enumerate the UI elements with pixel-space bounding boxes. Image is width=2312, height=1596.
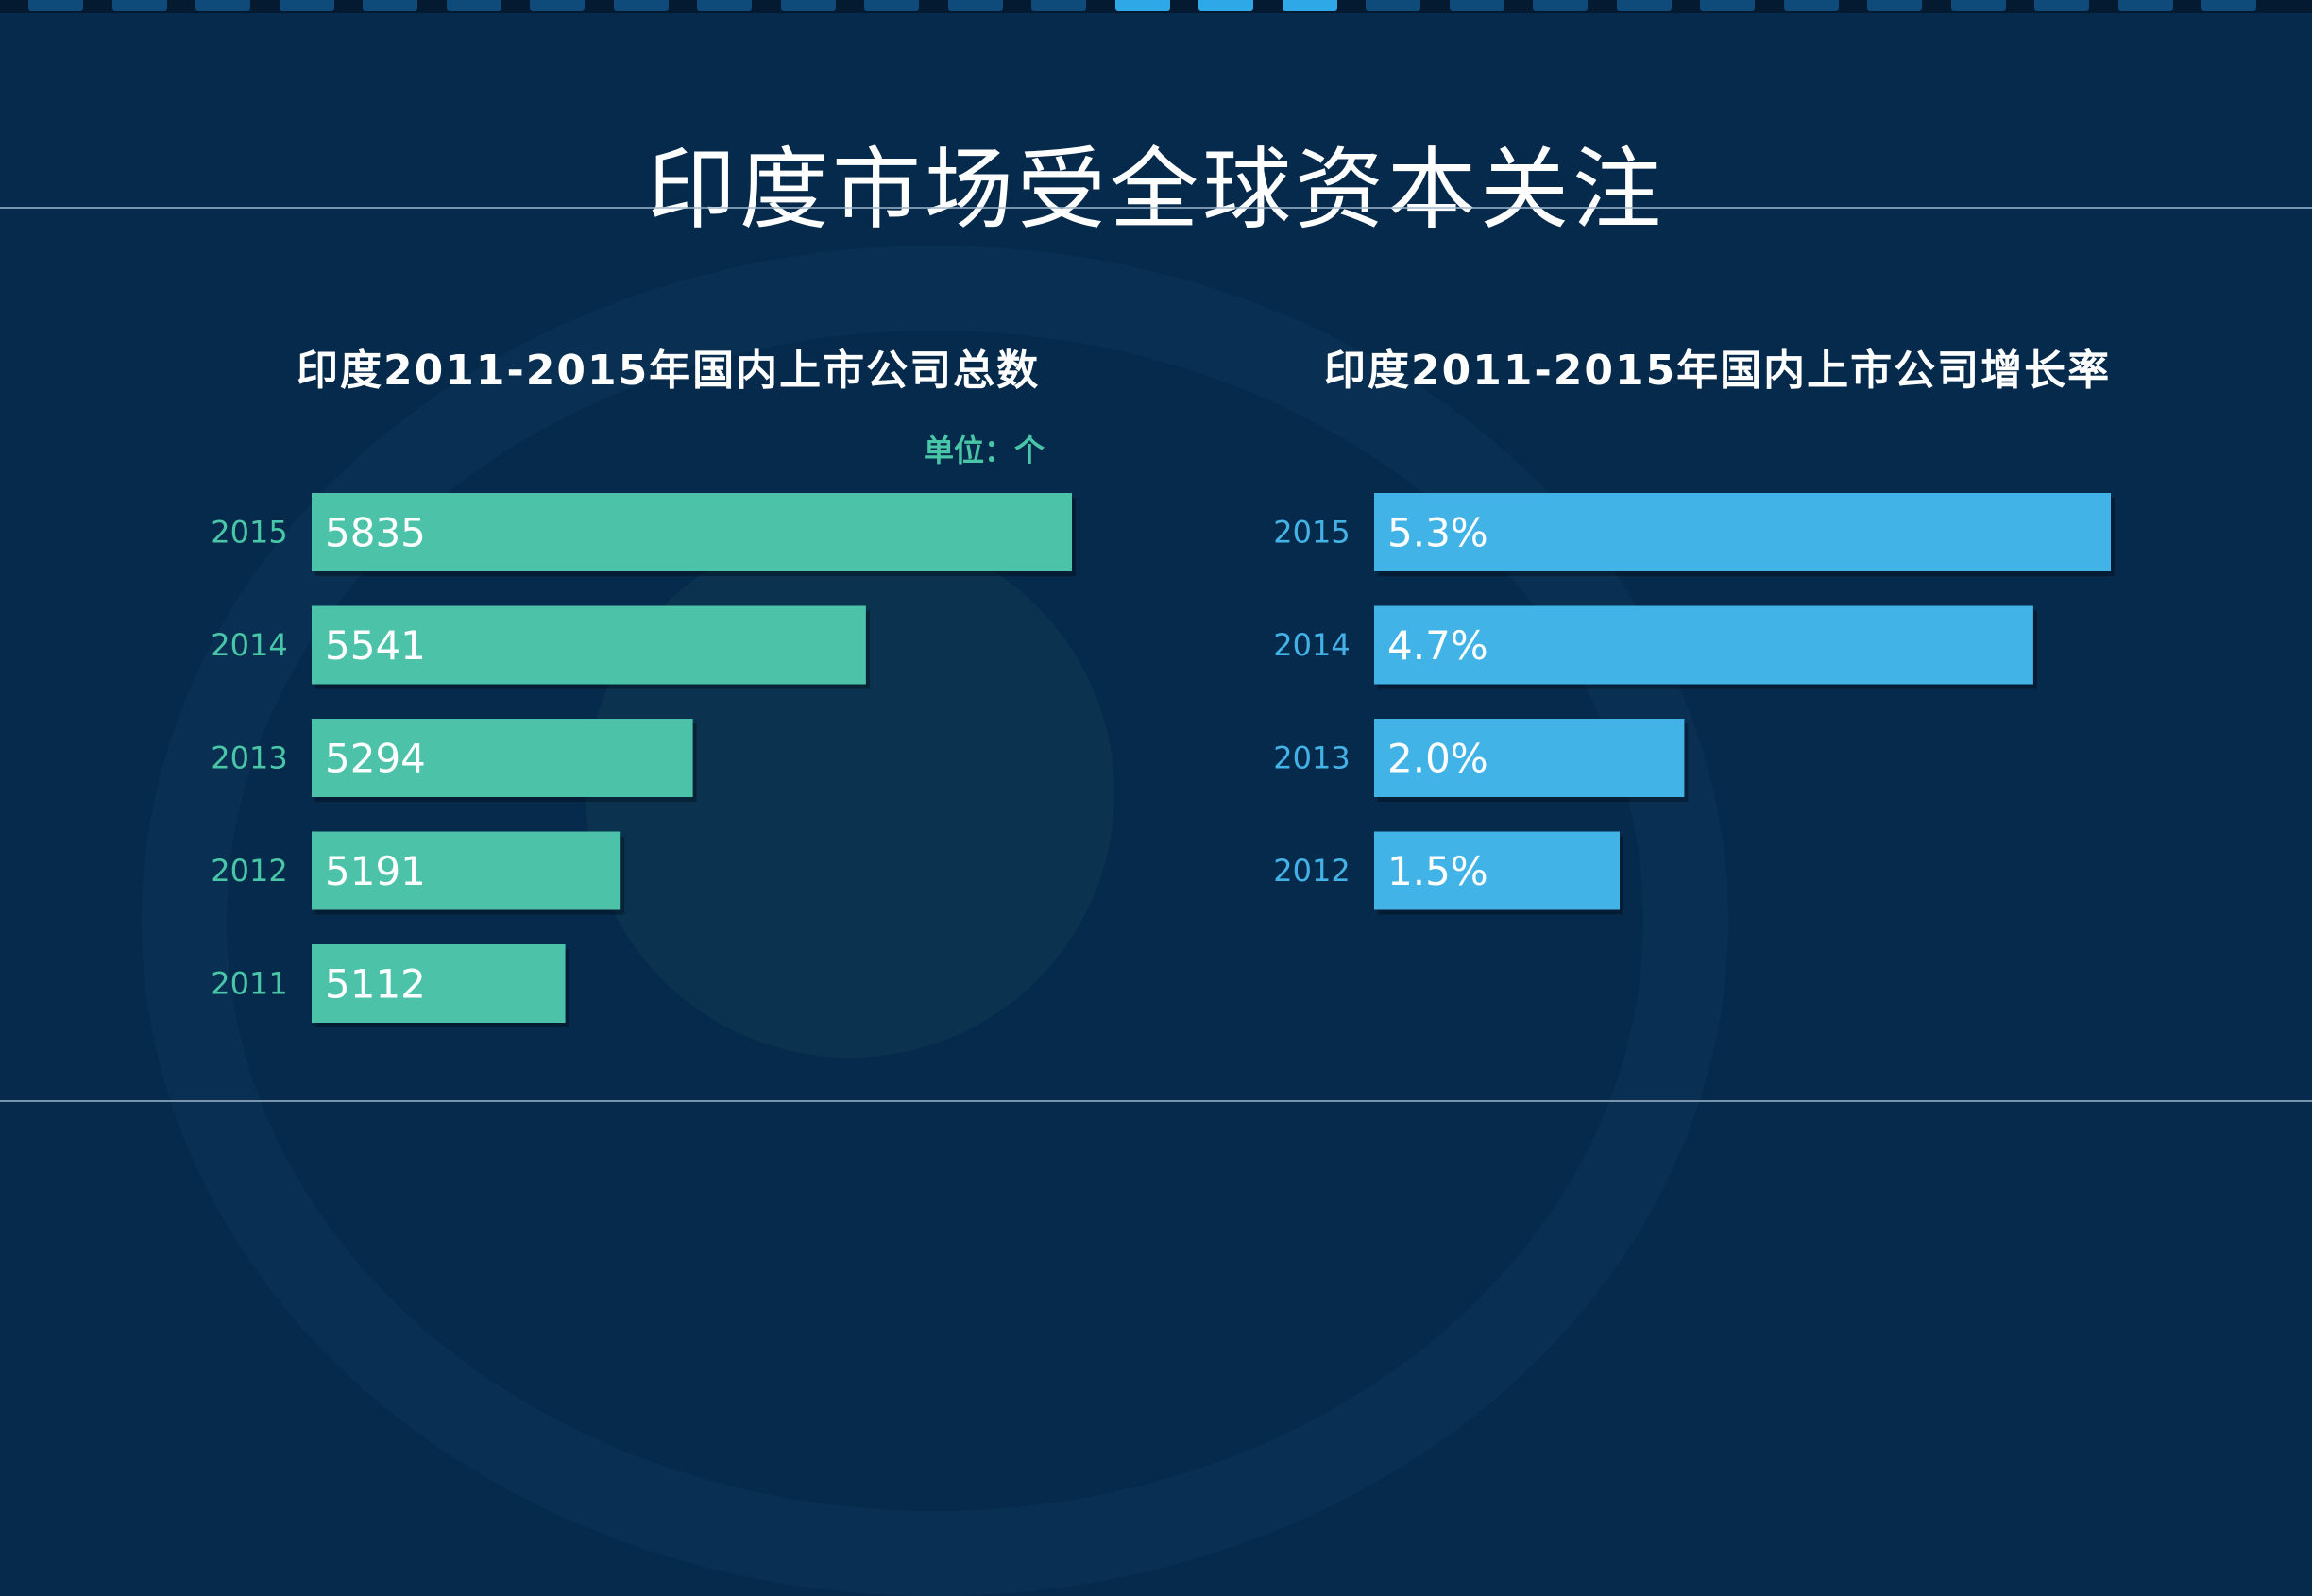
strip-cell — [530, 0, 585, 11]
strip-cell — [2202, 0, 2256, 11]
strip-cell — [613, 0, 669, 11]
strip-cell — [864, 0, 919, 11]
category-label-2011: 2011 — [211, 966, 287, 1002]
value-label-2012: 5191 — [325, 848, 426, 894]
strip-cell — [279, 0, 334, 11]
bar-2014 — [312, 605, 866, 685]
strip-cell — [1616, 0, 1672, 11]
bar-2012 — [312, 831, 621, 910]
category-label-2014: 2014 — [211, 627, 287, 663]
divider-top — [0, 207, 2312, 209]
value-label-2015: 5835 — [325, 510, 426, 556]
category-label-2013: 2013 — [1273, 740, 1350, 776]
divider-bottom — [0, 1100, 2312, 1102]
value-label-2014: 5541 — [325, 622, 426, 669]
decorative-top-strip — [0, 0, 2312, 13]
strip-cell — [1700, 0, 1755, 11]
strip-cell — [697, 0, 752, 11]
value-label-2013: 5294 — [325, 736, 426, 782]
left-chart-unit: 单位：个 — [924, 433, 1046, 468]
strip-cell — [1449, 0, 1504, 11]
category-label-2014: 2014 — [1273, 627, 1350, 663]
bar-2014 — [1374, 605, 2033, 685]
strip-cell — [111, 0, 167, 11]
strip-cell — [1031, 0, 1086, 11]
strip-cell — [1867, 0, 1922, 11]
strip-cell — [1198, 0, 1253, 11]
strip-cell — [1114, 0, 1170, 11]
bar-2012 — [1374, 831, 1620, 910]
category-label-2012: 2012 — [1273, 853, 1350, 889]
value-label-2011: 5112 — [325, 961, 426, 1008]
bar-2015 — [312, 493, 1072, 571]
value-label-2012: 1.5% — [1387, 848, 1488, 894]
left-chart-title: 印度2011-2015年国内上市公司总数 — [297, 347, 1041, 395]
bar-2011 — [312, 944, 566, 1023]
strip-cell — [1950, 0, 2006, 11]
bar-2013 — [312, 719, 693, 797]
category-label-2013: 2013 — [211, 740, 287, 776]
strip-cell — [2034, 0, 2089, 11]
left-bar-chart: 2015 5835 2014 5541 2013 5294 2012 5191 2011 5112 — [211, 493, 1076, 1027]
strip-cell — [196, 0, 250, 11]
strip-cell — [363, 0, 417, 11]
value-label-2014: 4.7% — [1387, 622, 1488, 669]
bar-2013 — [1374, 719, 1685, 797]
strip-cell — [2117, 0, 2173, 11]
category-label-2012: 2012 — [211, 853, 287, 889]
strip-cell — [947, 0, 1003, 11]
category-label-2015: 2015 — [211, 515, 287, 551]
right-chart-title: 印度2011-2015年国内上市公司增长率 — [1324, 347, 2112, 395]
strip-cell — [1366, 0, 1420, 11]
value-label-2013: 2.0% — [1387, 736, 1488, 782]
page-title: 印度市场受全球资本关注 — [646, 138, 1665, 242]
strip-cell — [1282, 0, 1337, 11]
strip-cell — [1783, 0, 1839, 11]
strip-cell — [28, 0, 83, 11]
bar-2015 — [1374, 493, 2111, 571]
strip-cell — [446, 0, 502, 11]
right-bar-chart: 2015 5.3% 2014 4.7% 2013 2.0% 2012 1.5% — [1273, 493, 2115, 915]
strip-cell — [780, 0, 836, 11]
strip-cell — [1533, 0, 1588, 11]
category-label-2015: 2015 — [1273, 515, 1350, 551]
value-label-2015: 5.3% — [1387, 510, 1488, 556]
